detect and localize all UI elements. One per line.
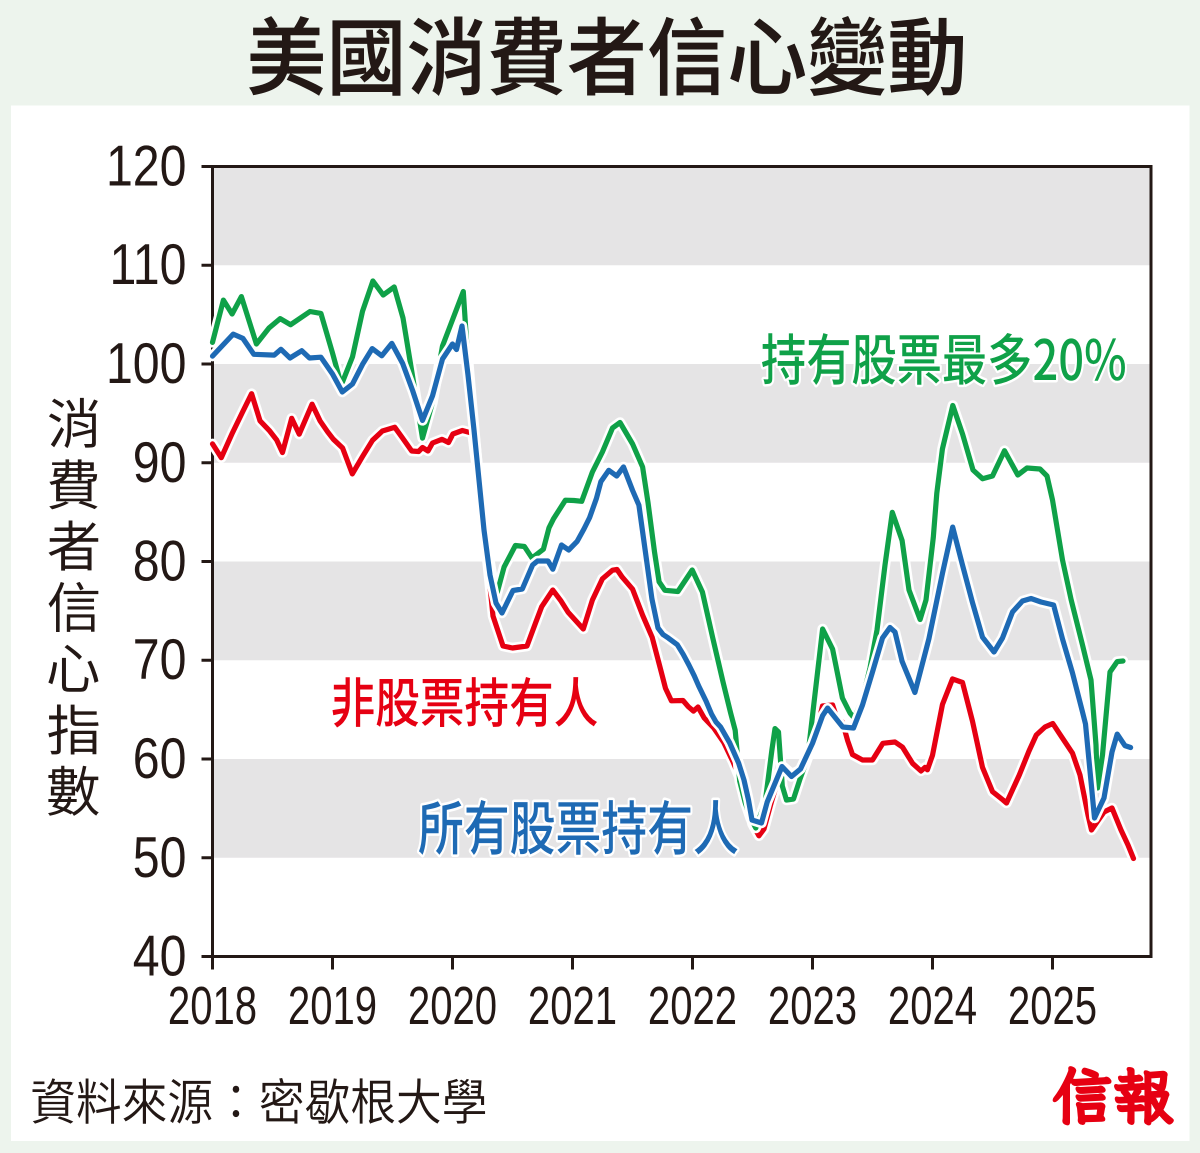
svg-text:120: 120 bbox=[106, 135, 187, 199]
svg-text:80: 80 bbox=[133, 530, 187, 594]
svg-text:40: 40 bbox=[133, 925, 187, 989]
svg-text:2019: 2019 bbox=[288, 976, 377, 1036]
svg-text:50: 50 bbox=[133, 826, 187, 890]
svg-text:110: 110 bbox=[110, 233, 187, 297]
svg-text:2018: 2018 bbox=[168, 976, 257, 1036]
svg-text:2021: 2021 bbox=[528, 976, 617, 1036]
svg-text:60: 60 bbox=[133, 727, 187, 791]
svg-text:100: 100 bbox=[106, 332, 187, 396]
svg-text:2020: 2020 bbox=[408, 976, 497, 1036]
svg-text:2022: 2022 bbox=[648, 976, 737, 1036]
svg-text:2023: 2023 bbox=[768, 976, 857, 1036]
svg-text:2025: 2025 bbox=[1008, 976, 1097, 1036]
svg-text:2024: 2024 bbox=[888, 976, 977, 1036]
svg-text:90: 90 bbox=[133, 431, 187, 495]
svg-text:70: 70 bbox=[133, 628, 187, 692]
